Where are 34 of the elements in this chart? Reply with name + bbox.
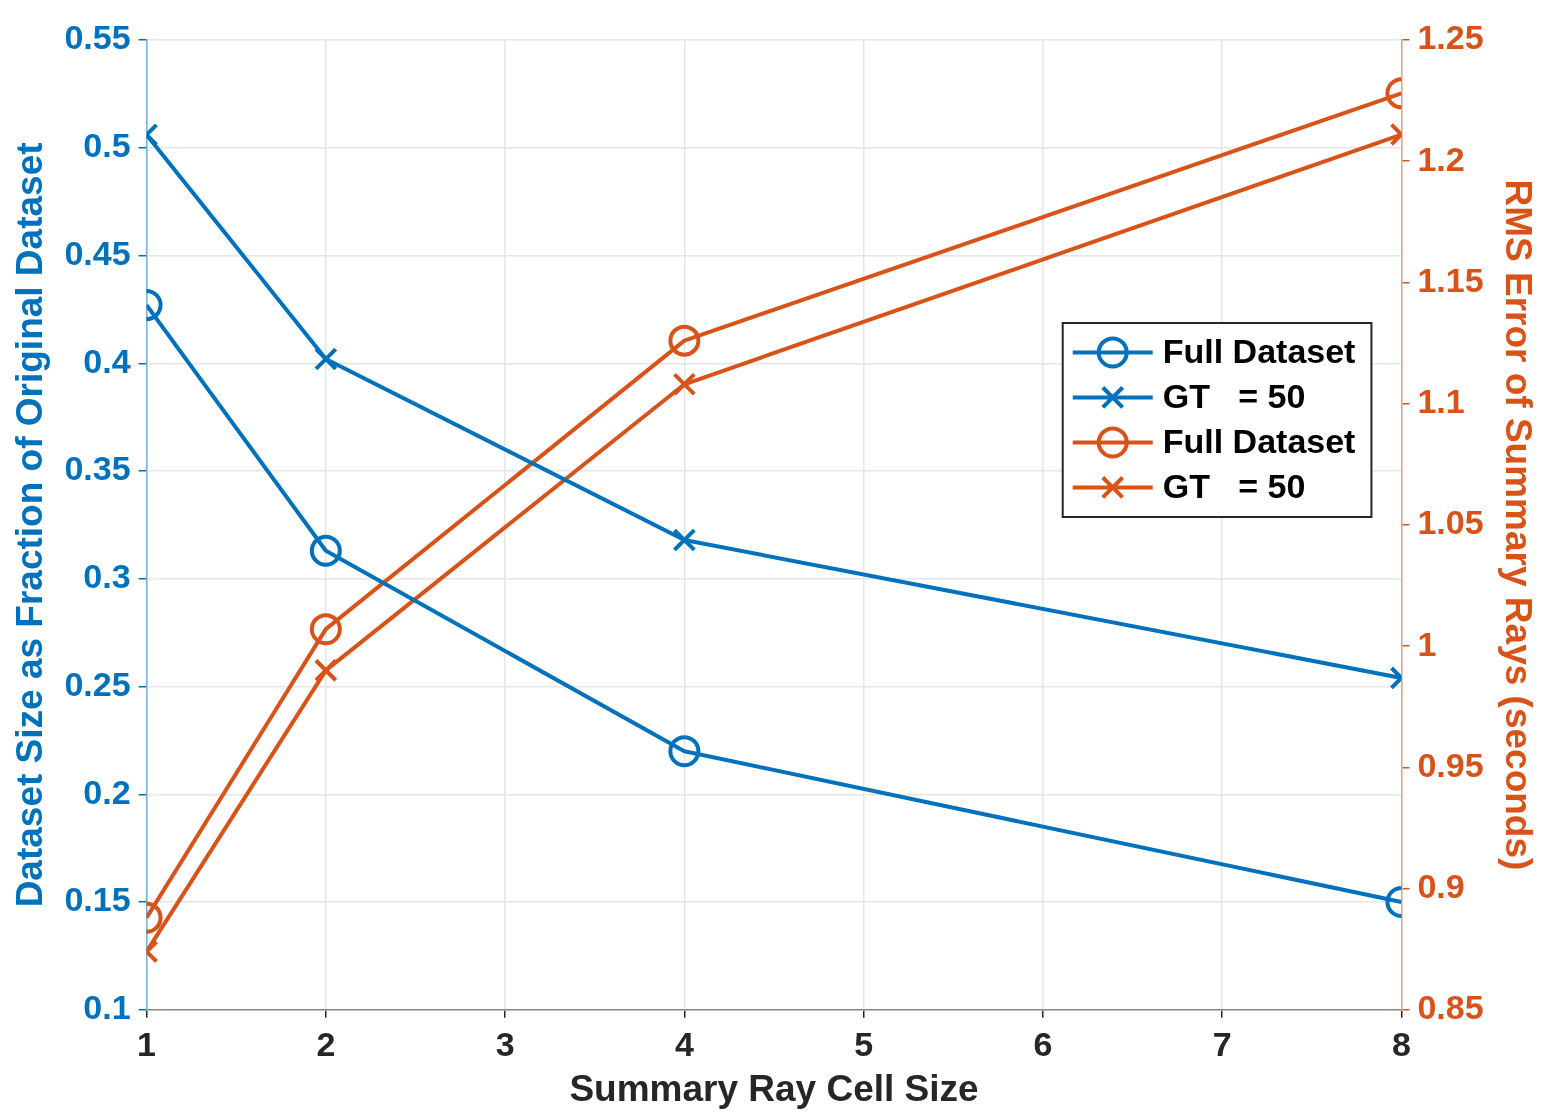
y2-tick-label: 1.2 — [1417, 139, 1465, 178]
y2-tick-label: 1.25 — [1417, 18, 1484, 57]
x-tick-label: 1 — [137, 1024, 157, 1063]
x-tick-label: 6 — [1033, 1024, 1053, 1063]
y-tick-label: 0.45 — [64, 233, 131, 272]
y2-tick-label: 0.95 — [1417, 745, 1484, 784]
x-tick-label: 5 — [854, 1024, 874, 1063]
y2-tick-label: 1.05 — [1417, 503, 1484, 542]
y2-axis-title: RMS Error of Summary Rays (seconds) — [1497, 179, 1539, 871]
y2-tick-label: 0.85 — [1417, 988, 1484, 1027]
y-axis-title: Dataset Size as Fraction of Original Dataset — [9, 142, 51, 908]
y2-tick-label: 1.1 — [1417, 382, 1465, 421]
y-tick-label: 0.1 — [83, 988, 131, 1027]
y-tick-label: 0.3 — [83, 557, 131, 596]
y2-tick-label: 0.9 — [1417, 866, 1465, 905]
y-tick-label: 0.55 — [64, 18, 131, 57]
legend-label: Full Dataset — [1162, 331, 1356, 370]
x-axis-title: Summary Ray Cell Size — [569, 1068, 979, 1109]
y-tick-label: 0.5 — [83, 126, 131, 165]
y-tick-label: 0.35 — [64, 449, 131, 488]
y-tick-label: 0.25 — [64, 664, 131, 703]
legend-label: GT = 50 — [1162, 376, 1306, 415]
x-tick-label: 8 — [1391, 1024, 1411, 1063]
legend-label: GT = 50 — [1162, 466, 1306, 505]
legend-label: Full Dataset — [1162, 421, 1356, 460]
y-tick-label: 0.15 — [64, 880, 131, 919]
y2-tick-label: 1.15 — [1417, 260, 1484, 299]
x-tick-label: 4 — [674, 1024, 694, 1063]
y-tick-label: 0.2 — [83, 772, 131, 811]
x-tick-label: 3 — [495, 1024, 515, 1063]
y-tick-label: 0.4 — [83, 341, 131, 380]
x-tick-label: 2 — [316, 1024, 336, 1063]
x-tick-label: 7 — [1212, 1024, 1232, 1063]
y2-tick-label: 1 — [1417, 624, 1437, 663]
